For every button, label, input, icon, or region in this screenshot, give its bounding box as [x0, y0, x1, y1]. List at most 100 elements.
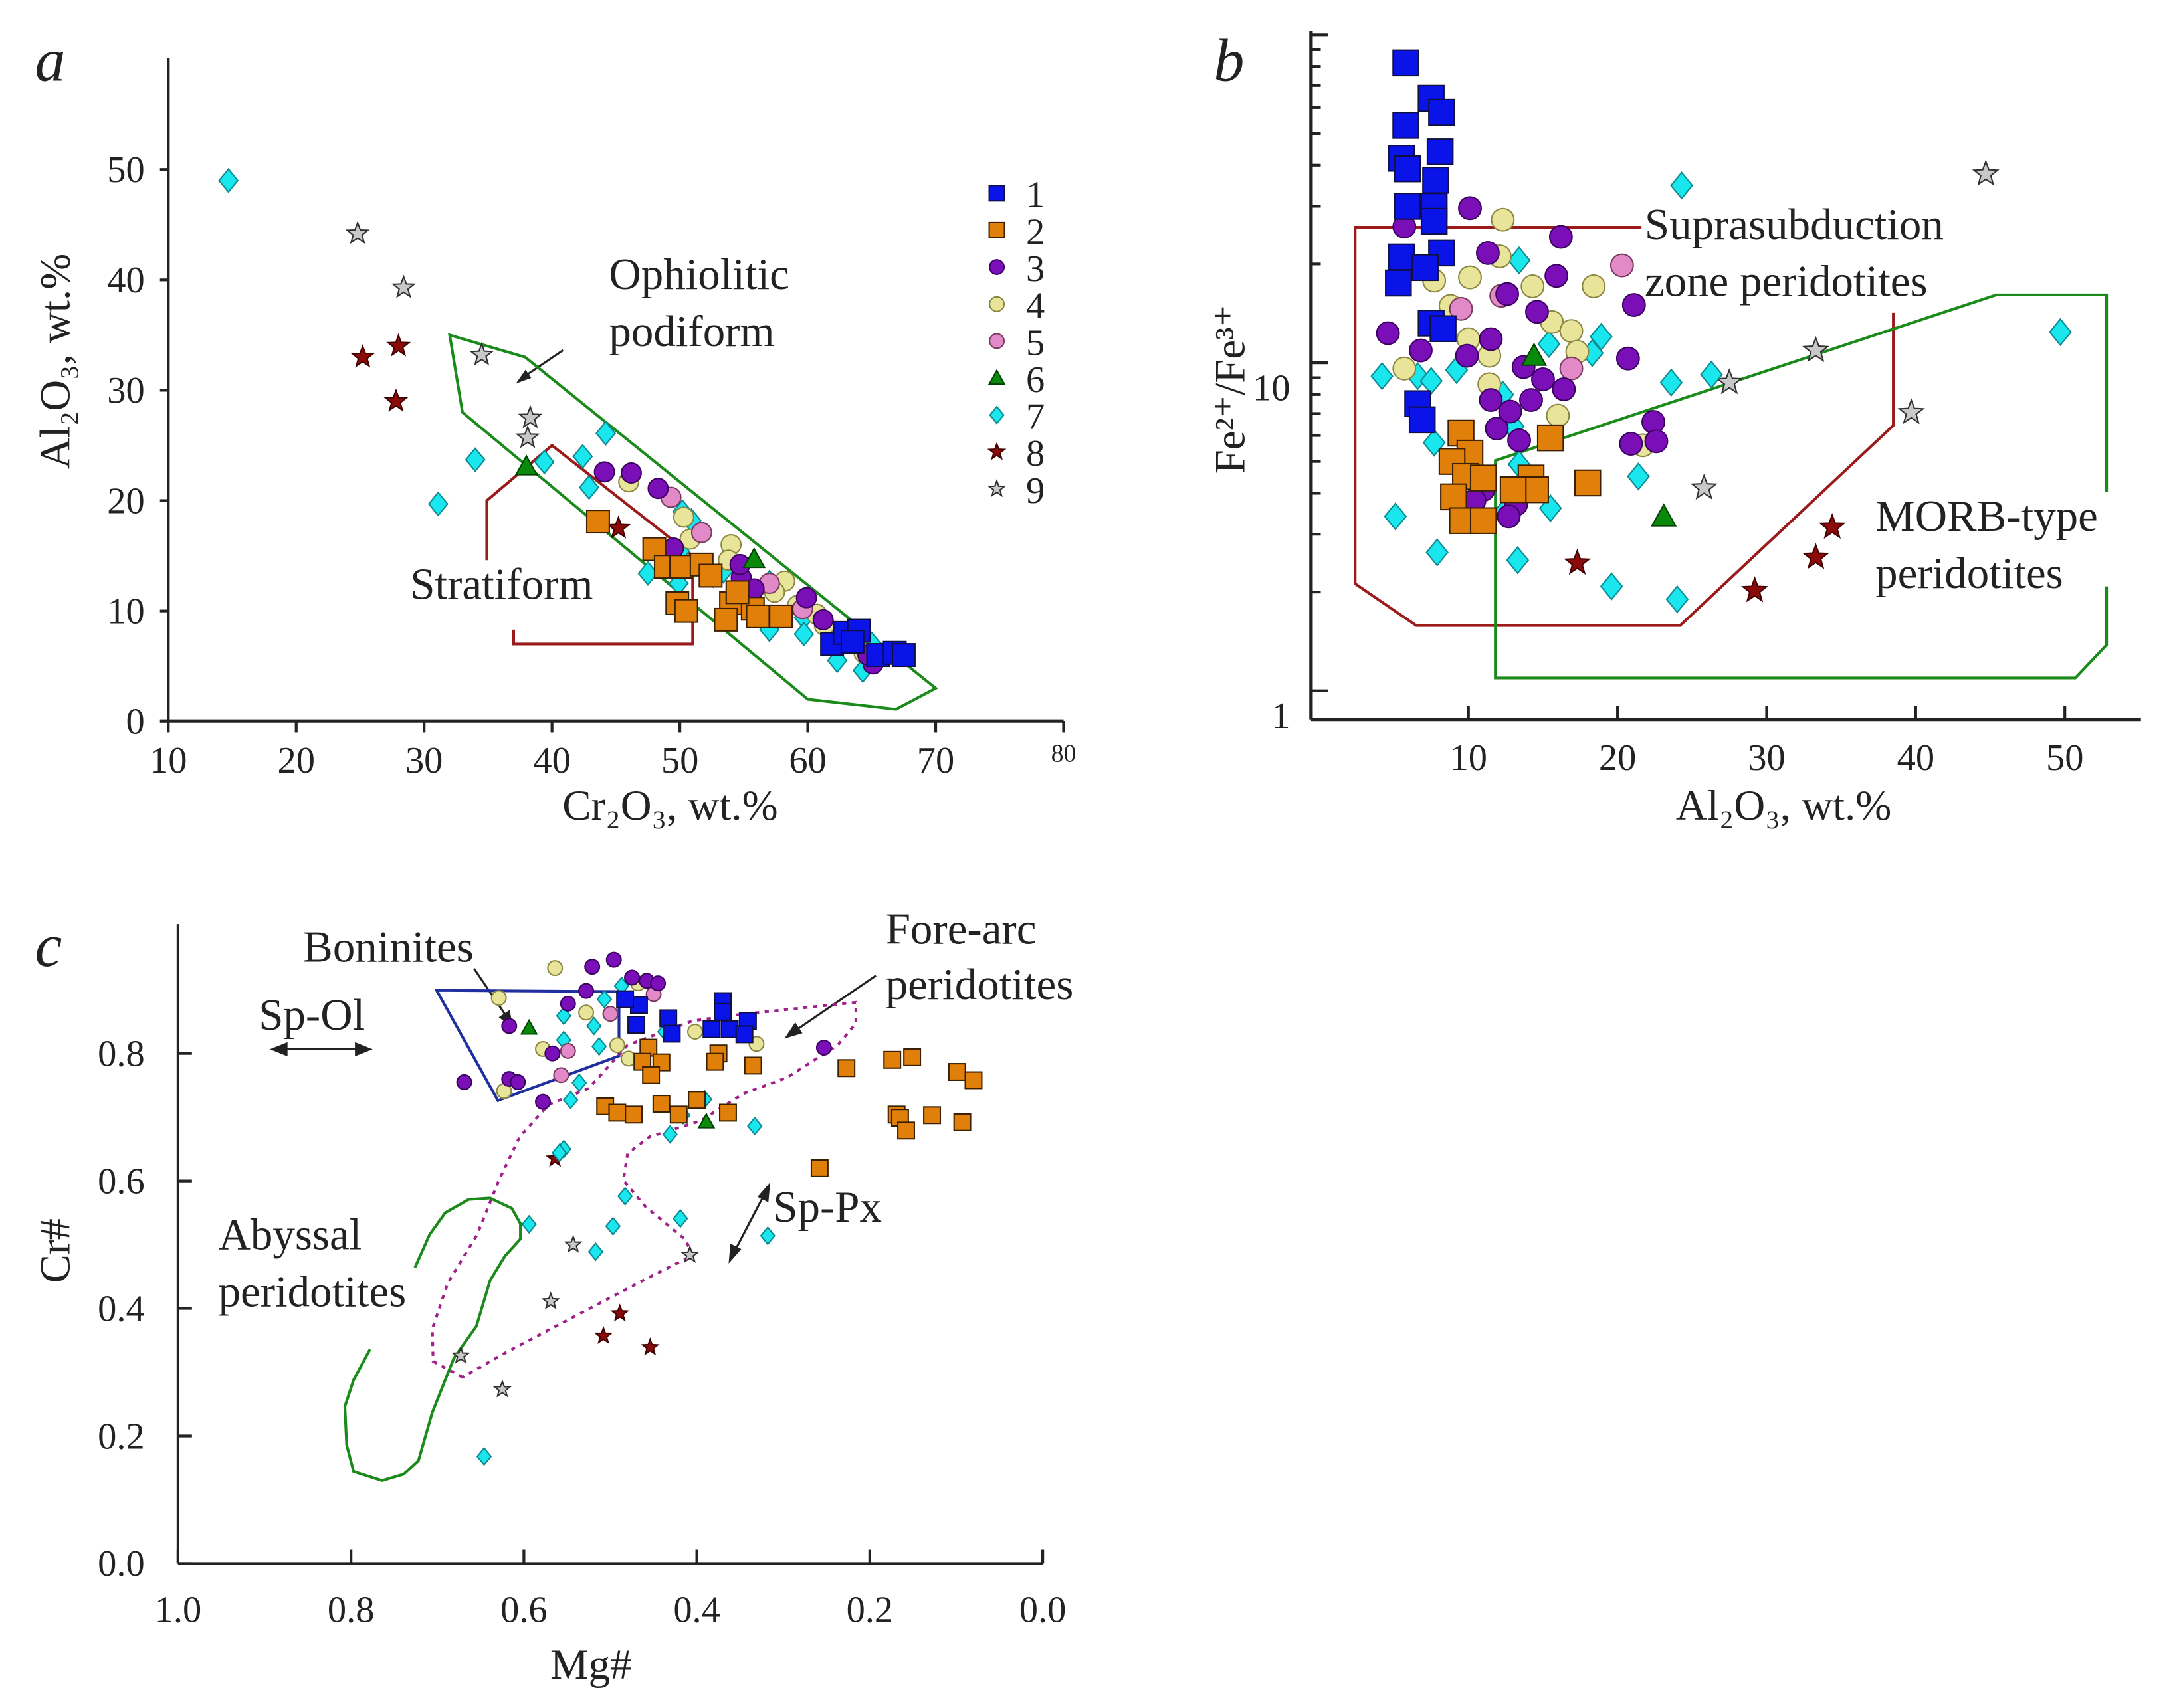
point-series-1 [1394, 193, 1421, 220]
point-series-9 [564, 1234, 583, 1253]
x-tick-label-c: 0.0 [1019, 1589, 1067, 1630]
point-series-3 [1552, 377, 1576, 401]
point-series-8 [386, 333, 411, 357]
point-series-1 [1420, 207, 1448, 235]
point-series-7 [1537, 330, 1561, 359]
point-series-5 [553, 1067, 569, 1084]
legend-marker-7 [989, 405, 1005, 425]
point-series-3 [795, 587, 817, 609]
legend-marker-9 [987, 478, 1007, 498]
point-series-4 [1520, 274, 1545, 298]
y-tick-label-c: 0.4 [98, 1288, 145, 1329]
point-series-3 [1531, 367, 1555, 391]
point-series-1 [659, 1009, 678, 1028]
legend-marker-2 [988, 221, 1005, 238]
series-9-a [345, 221, 543, 448]
point-series-3 [535, 1093, 551, 1110]
annotation-abyssal: Abyssal [219, 1210, 362, 1260]
y-tick-label-c: 0.8 [98, 1034, 145, 1075]
point-series-3 [544, 1045, 561, 1062]
point-series-1 [1429, 315, 1457, 342]
point-series-2 [698, 563, 723, 588]
point-series-7 [1670, 171, 1693, 200]
panel-c: c Cr# Mg# Boninites Sp-Ol Fore-arc perid… [32, 904, 1074, 1689]
legend-marker-8 [987, 442, 1007, 460]
point-series-1 [1426, 138, 1454, 165]
point-series-2 [718, 1103, 737, 1122]
point-series-3 [815, 1040, 832, 1056]
point-series-3 [560, 995, 576, 1012]
annotation-morb-peridotites: peridotites [1875, 549, 2063, 598]
point-series-3 [1409, 338, 1433, 363]
legend-label-6: 6 [1026, 359, 1045, 401]
series-2-b [1438, 419, 1602, 534]
point-series-6 [1651, 503, 1677, 527]
y-tick-label-c: 0.0 [98, 1543, 145, 1584]
point-series-6 [1520, 342, 1548, 366]
point-series-3 [1619, 432, 1643, 456]
point-series-7 [1507, 246, 1531, 275]
x-tick-label-a: 30 [405, 740, 443, 781]
point-series-7 [1506, 546, 1530, 575]
point-series-7 [1627, 462, 1650, 491]
point-series-1 [1392, 112, 1419, 139]
point-series-2 [769, 604, 793, 628]
point-series-2 [1499, 476, 1527, 504]
point-series-2 [897, 1121, 915, 1140]
point-series-7 [465, 447, 486, 472]
legend-marker-5 [989, 333, 1005, 349]
series-6-a [514, 454, 766, 569]
point-series-7 [476, 1446, 492, 1466]
y-axis-label-c: Cr# [32, 1218, 80, 1283]
point-series-9 [1802, 335, 1830, 363]
field-ophiolitic-podiform [448, 333, 938, 711]
point-series-3 [1497, 504, 1521, 529]
point-series-9 [541, 1291, 561, 1310]
point-series-2 [688, 1091, 706, 1109]
panel-label-a: a [35, 26, 65, 94]
field-morb-type-peridotites [1494, 293, 2109, 680]
point-series-2 [903, 1048, 922, 1066]
point-series-3 [501, 1018, 518, 1034]
arrow-fore-arc [784, 975, 877, 1039]
point-series-4 [490, 990, 507, 1006]
x-tick-label-a: 50 [661, 740, 698, 781]
legend-label-9: 9 [1026, 470, 1045, 512]
point-series-3 [1548, 225, 1573, 249]
panel-a: a Al₂O₃, wt.% Cr₂O₃, wt.% Ophiolitic pod… [32, 26, 1064, 830]
point-series-8 [1740, 576, 1769, 603]
legend-label-3: 3 [1026, 248, 1045, 290]
point-series-3 [647, 478, 669, 500]
point-series-3 [1495, 282, 1520, 306]
y-tick-label-b: 1 [1271, 696, 1290, 737]
point-series-7 [617, 1186, 633, 1206]
series-1-a [820, 618, 916, 668]
panel-c-plot: 1.0 0.8 0.6 0.4 0.2 0.0 0.0 0.2 0.4 0.6 0.8 [98, 951, 1067, 1630]
point-series-9 [680, 1244, 700, 1264]
point-series-2 [669, 1105, 688, 1124]
point-series-3 [1544, 264, 1569, 288]
series-3-b [1376, 196, 1669, 529]
x-tick-label-b: 40 [1897, 737, 1934, 779]
series-2-c [596, 1038, 983, 1177]
point-series-7 [1659, 368, 1683, 397]
point-series-5 [560, 1042, 576, 1059]
point-series-8 [610, 1303, 630, 1322]
point-series-3 [605, 951, 622, 968]
point-series-2 [1536, 424, 1564, 452]
point-series-4 [673, 506, 694, 528]
point-series-7 [1665, 585, 1689, 614]
annotation-boninites: Boninites [303, 923, 474, 972]
point-series-9 [492, 1379, 512, 1398]
y-tick-label-b: 10 [1253, 367, 1290, 409]
point-series-7 [605, 1216, 621, 1236]
point-series-3 [1615, 346, 1640, 371]
point-series-3 [578, 983, 595, 999]
point-series-3 [1507, 428, 1531, 452]
point-series-2 [625, 1105, 643, 1124]
series-5-a [660, 486, 813, 620]
point-series-2 [1469, 464, 1497, 492]
